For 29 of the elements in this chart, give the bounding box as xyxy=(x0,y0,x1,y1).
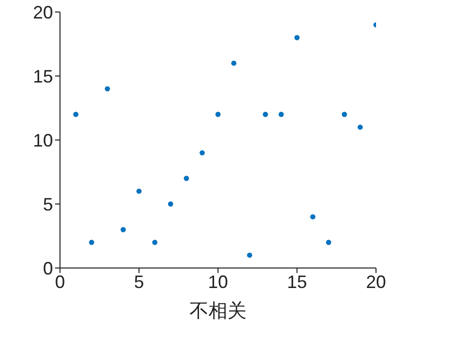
point xyxy=(294,35,300,40)
point xyxy=(231,60,236,66)
point xyxy=(136,188,142,194)
point xyxy=(104,86,110,92)
x-tick-label: 15 xyxy=(286,272,308,292)
point xyxy=(310,214,316,220)
point xyxy=(152,240,158,245)
y-tick-label: 5 xyxy=(42,194,53,214)
point xyxy=(278,112,284,117)
point xyxy=(342,112,347,117)
y-tick-label: 15 xyxy=(32,66,53,86)
point xyxy=(168,201,174,207)
x-tick-label: 10 xyxy=(208,272,228,292)
x-axis-title: 不相关 xyxy=(190,301,246,322)
point xyxy=(89,240,94,245)
point xyxy=(120,227,126,232)
point xyxy=(247,252,252,258)
y-tick-label: 20 xyxy=(32,2,53,22)
point xyxy=(73,112,78,117)
x-tick-label: 20 xyxy=(366,272,386,292)
y-tick-label: 0 xyxy=(42,258,53,278)
point xyxy=(184,176,189,181)
point xyxy=(200,150,205,156)
point xyxy=(262,112,268,117)
x-tick-label: 5 xyxy=(134,272,144,292)
point xyxy=(215,112,221,117)
point xyxy=(326,240,332,245)
point xyxy=(358,124,363,130)
y-tick-label: 10 xyxy=(32,130,53,150)
